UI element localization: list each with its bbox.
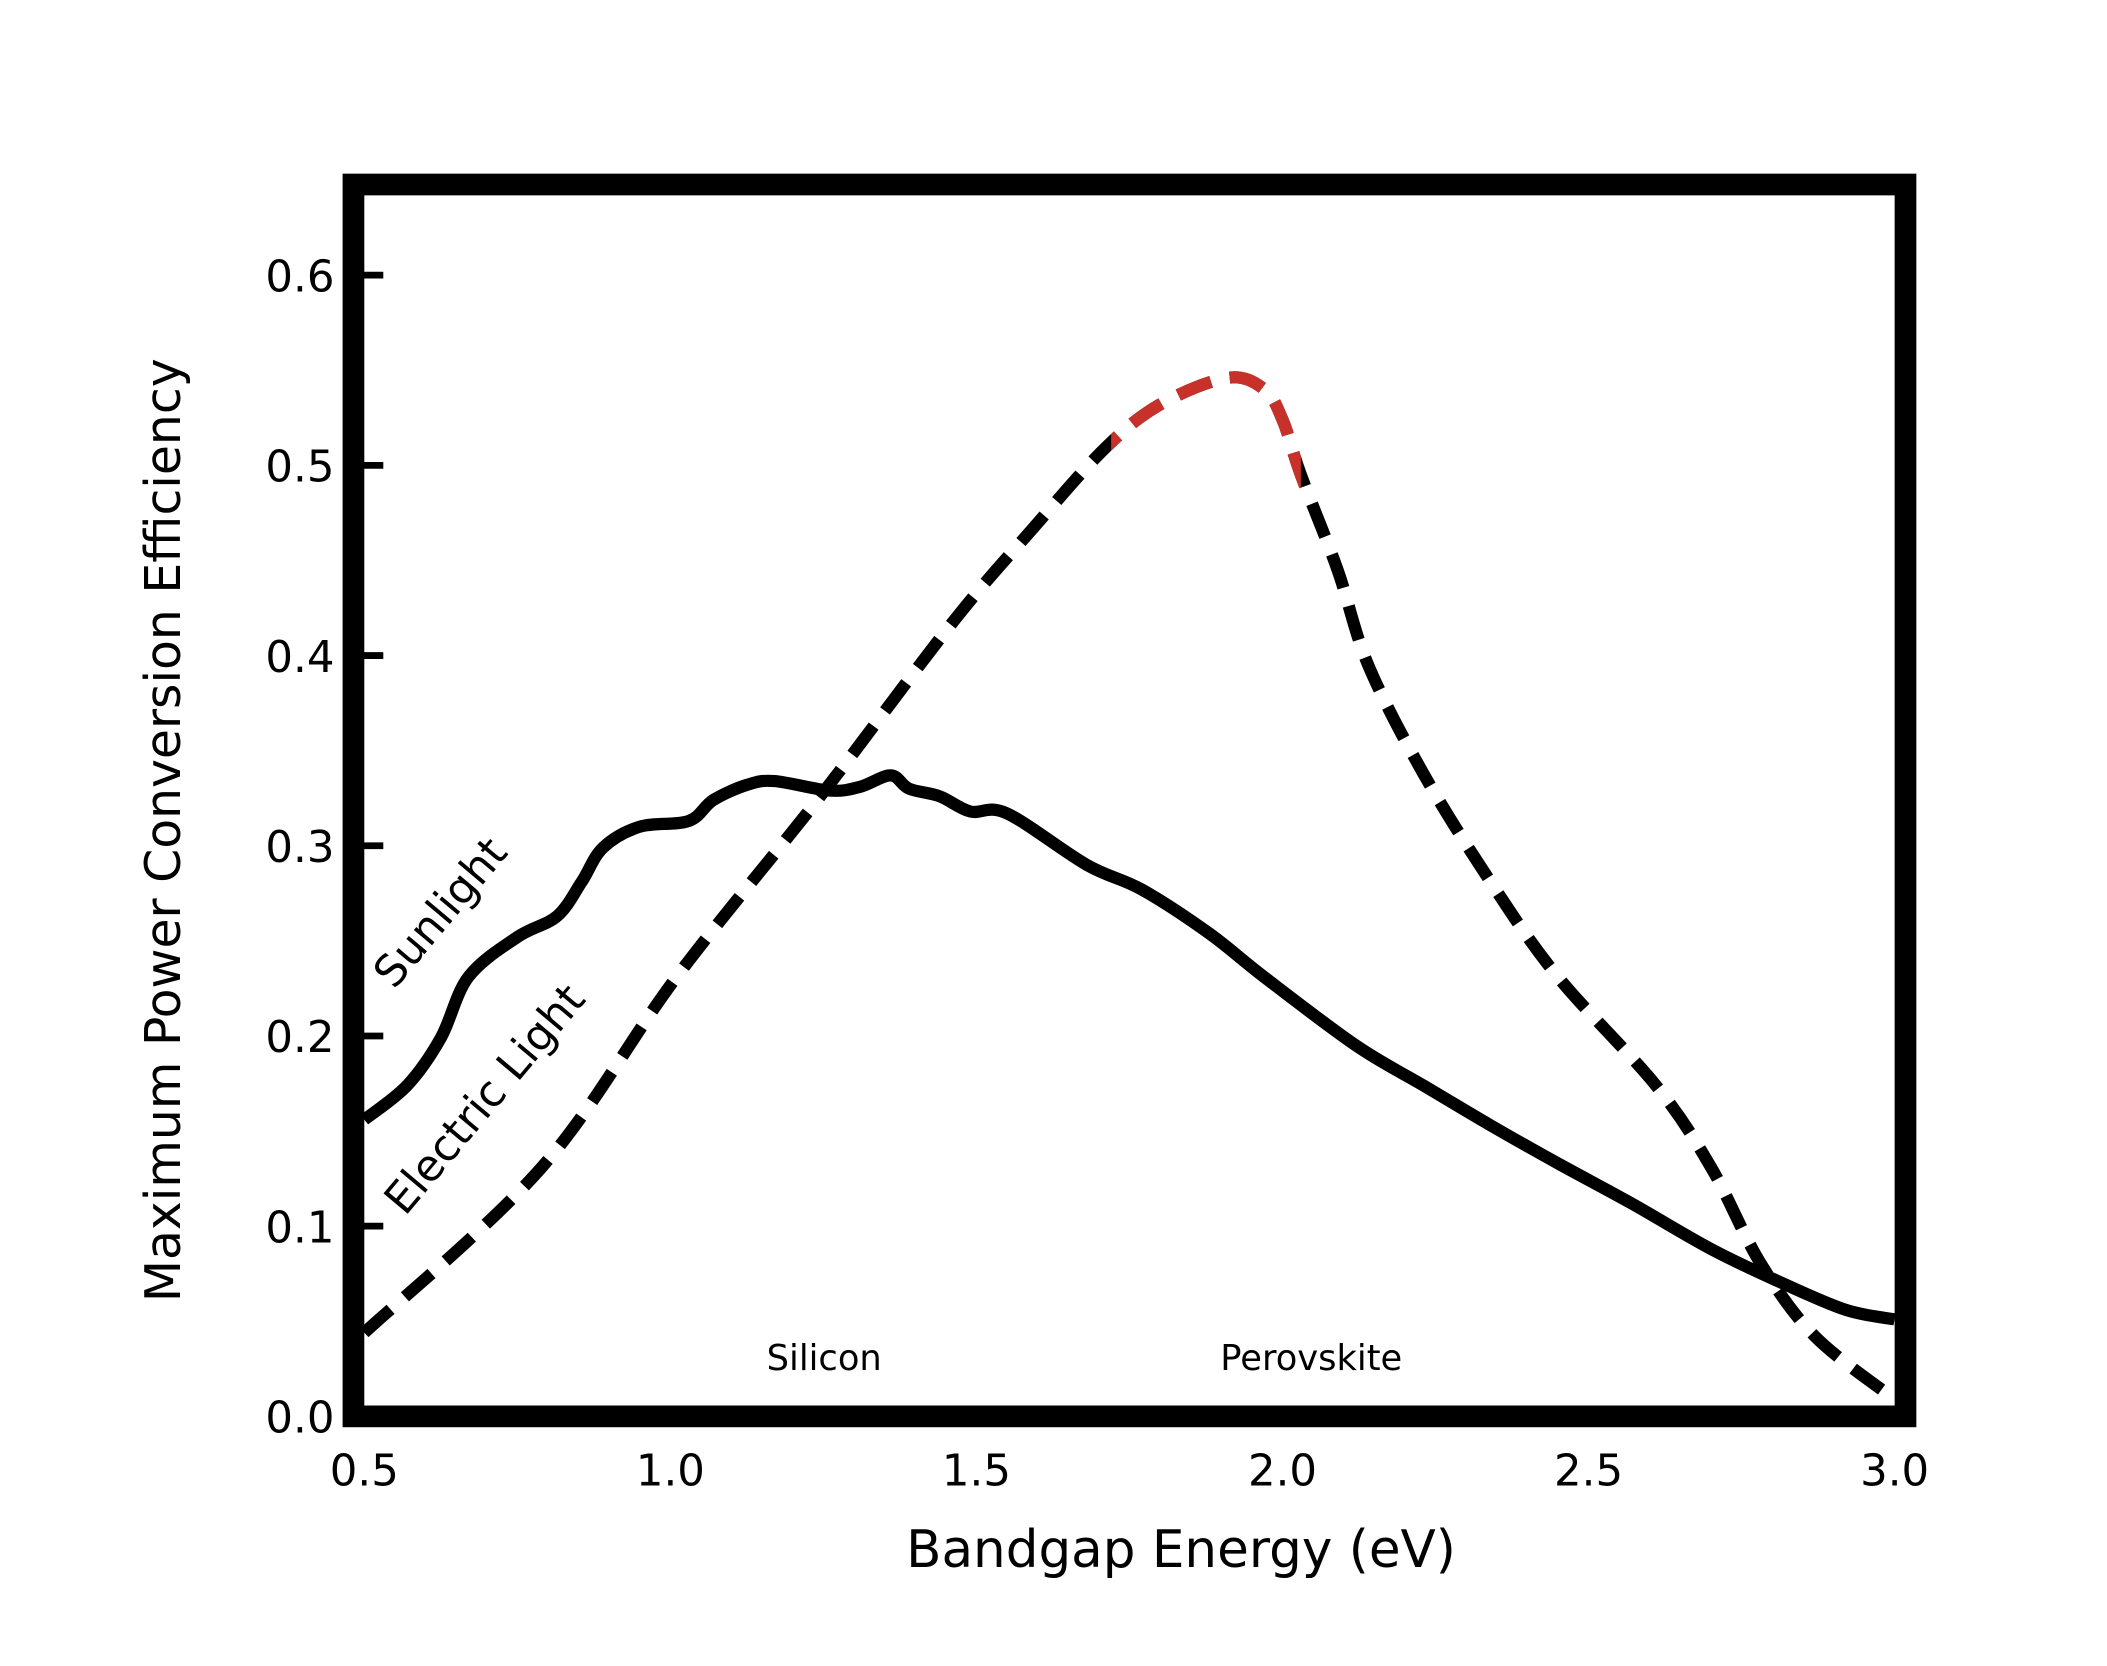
series-line-sunlight [360, 769, 1896, 1326]
y-tick-label: 0.4 [265, 633, 334, 683]
y-axis: 0.0 0.1 0.2 0.3 0.4 0.5 0.6 [265, 252, 384, 1444]
annotation-silicon: Silicon [767, 1338, 882, 1379]
series-label-electric-light: Electric Light [375, 975, 595, 1224]
y-axis-label: Maximum Power Conversion Efficiency [135, 358, 192, 1302]
y-tick-label: 0.2 [265, 1013, 334, 1063]
y-tick-label: 0.6 [265, 252, 334, 302]
x-tick-label: 2.0 [1248, 1447, 1317, 1497]
series-label-sunlight: Sunlight [364, 828, 517, 997]
series-layer [360, 371, 1899, 1405]
x-tick-label: 3.0 [1860, 1447, 1929, 1497]
x-tick-label: 1.0 [636, 1447, 705, 1497]
x-axis-label: Bandgap Energy (eV) [906, 1520, 1456, 1580]
x-tick-label: 0.5 [330, 1447, 399, 1497]
series-highlight-electric-light [1111, 371, 1301, 493]
y-tick-label: 0.3 [265, 823, 334, 873]
x-axis: 0.5 1.0 1.5 2.0 2.5 3.0 [330, 1447, 1929, 1497]
x-tick-label: 2.5 [1554, 1447, 1623, 1497]
y-tick-label: 0.1 [265, 1203, 334, 1253]
annotation-perovskite: Perovskite [1220, 1338, 1402, 1379]
y-tick-label: 0.0 [265, 1394, 334, 1444]
x-tick-label: 1.5 [942, 1447, 1011, 1497]
plot-frame [342, 173, 1917, 1428]
y-tick-label: 0.5 [265, 443, 334, 493]
